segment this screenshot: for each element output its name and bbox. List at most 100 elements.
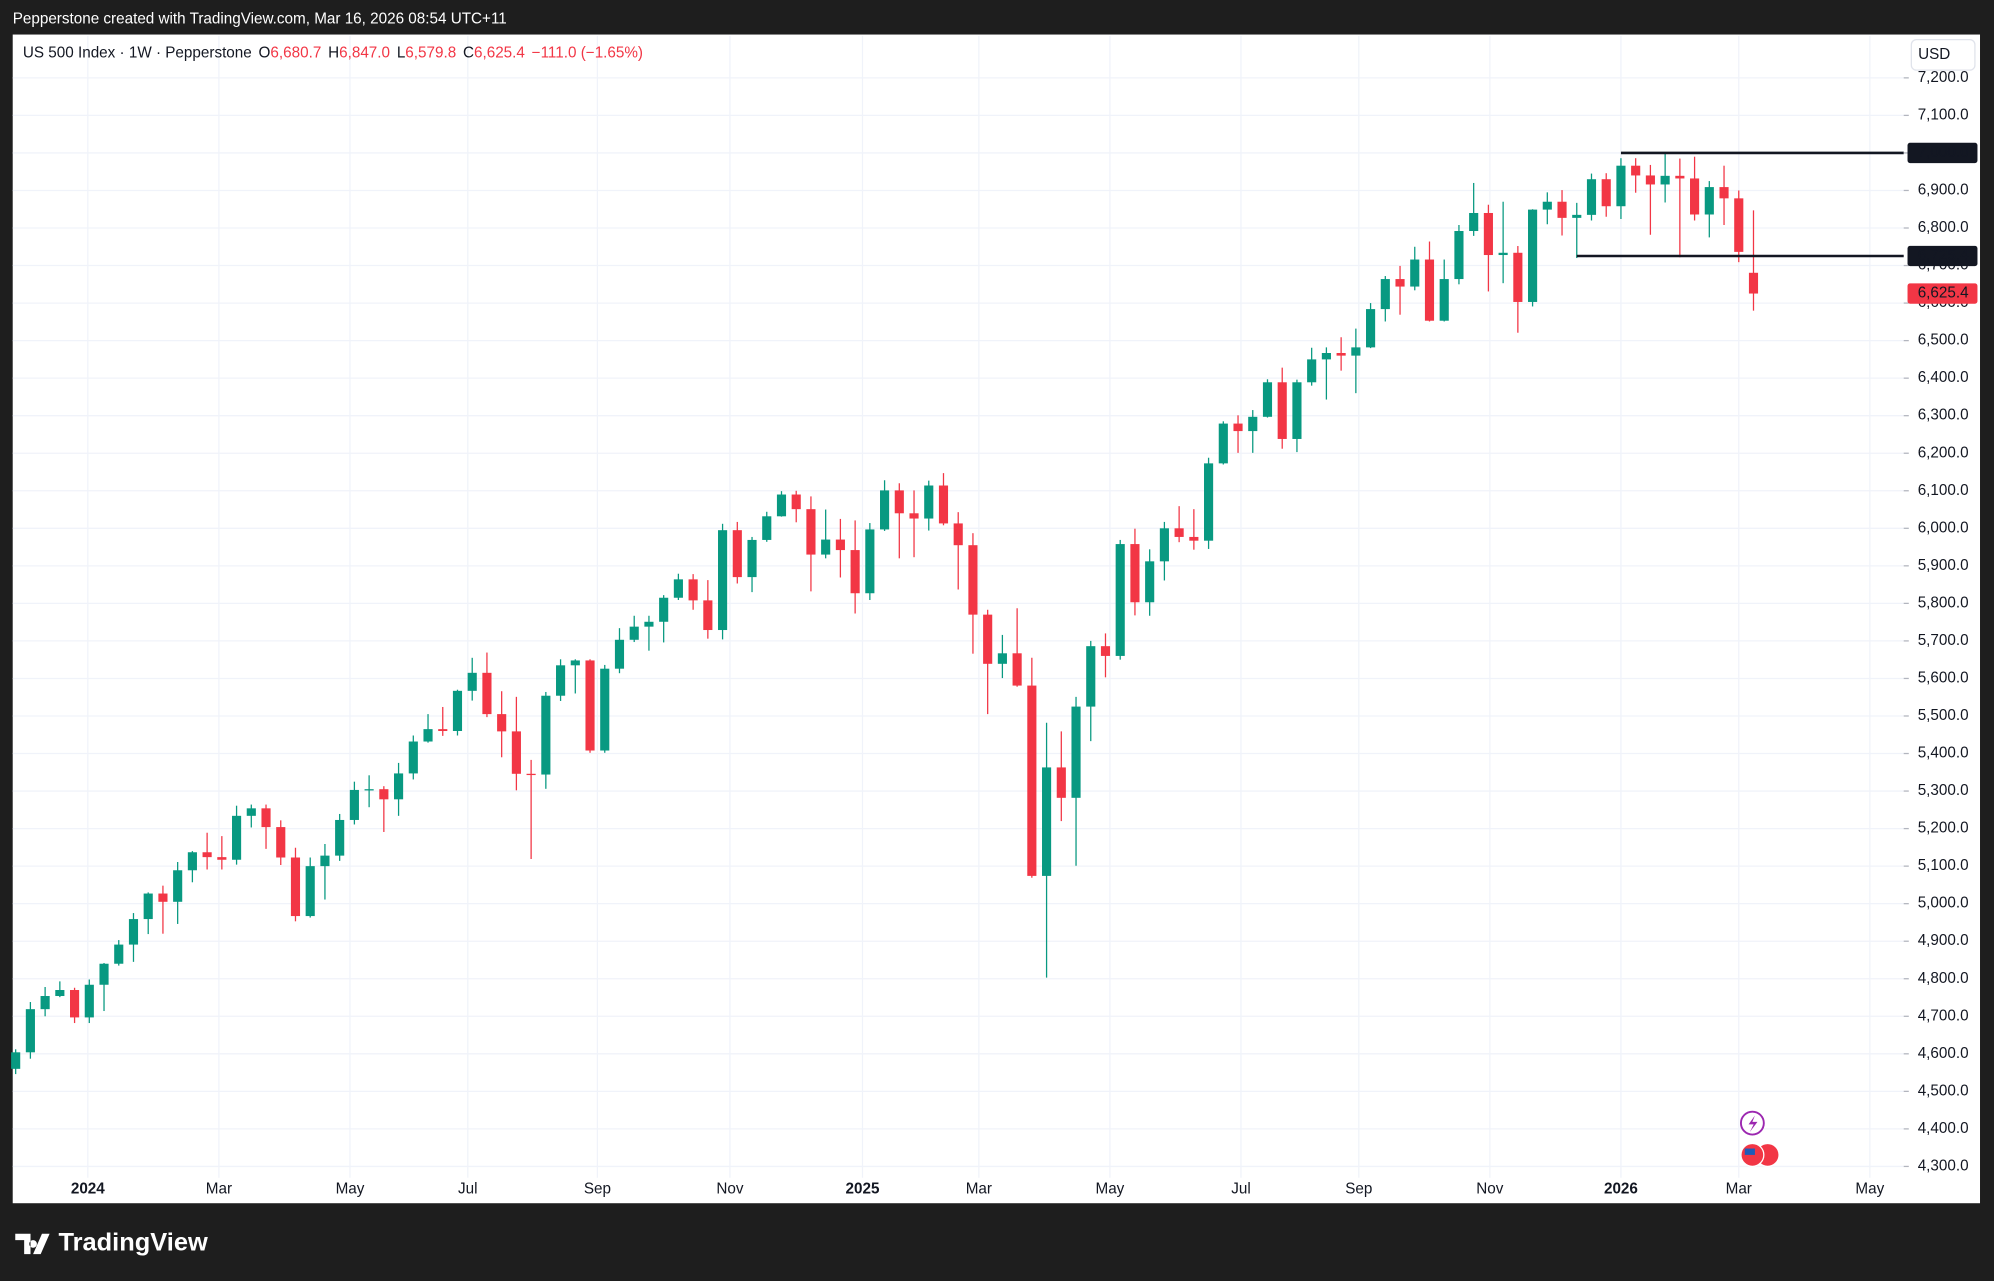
y-tick-label: 5,200.0 (1918, 820, 1969, 837)
y-tick-label: 4,400.0 (1918, 1120, 1969, 1137)
candle-body (570, 660, 580, 666)
candle-body (938, 485, 949, 524)
candle-body (821, 539, 831, 555)
candle-body (379, 789, 389, 800)
candle-body (1027, 685, 1037, 876)
candle-body (217, 857, 227, 860)
candle-body (84, 984, 94, 1018)
y-tick-label: 6,500.0 (1918, 332, 1969, 349)
candle-body (894, 490, 904, 514)
candle-body (305, 866, 315, 917)
close-label: C (463, 45, 474, 62)
y-tick-label: 5,300.0 (1918, 782, 1969, 799)
candle-body (364, 789, 374, 791)
lightning (1748, 1115, 1758, 1133)
candle-body (1631, 165, 1641, 176)
candle-body (394, 773, 404, 800)
y-tick-label: 5,000.0 (1918, 895, 1969, 912)
candle-body (997, 653, 1007, 664)
open-value: 6,680.7 (270, 45, 321, 62)
candle-body (924, 485, 934, 519)
candle-body (659, 597, 669, 622)
candle-body (290, 857, 301, 917)
candle-body (1424, 259, 1435, 321)
candle-body (541, 695, 551, 775)
y-tick-label: 4,800.0 (1918, 970, 1969, 987)
y-tick-label: 5,600.0 (1918, 669, 1969, 686)
candle-body (349, 789, 359, 820)
candle-body (438, 729, 448, 732)
x-tick-label: May (1855, 1180, 1884, 1197)
y-tick-label: 6,100.0 (1918, 482, 1969, 499)
candle-body (1100, 646, 1111, 656)
y-tick-label: 5,500.0 (1918, 707, 1969, 724)
y-tick-label: 7,100.0 (1918, 106, 1969, 123)
x-tick-label: Nov (1476, 1180, 1503, 1197)
candle-body (1292, 382, 1302, 439)
candle-body (1321, 353, 1331, 360)
candle-body (644, 621, 654, 627)
candle-body (1483, 212, 1493, 256)
candle-body (1469, 212, 1479, 232)
candle-body (1498, 252, 1508, 256)
candle-body (1395, 279, 1405, 287)
logo: TradingView (15, 1229, 208, 1257)
candle-body (1454, 231, 1464, 280)
candle-body (1748, 272, 1759, 294)
candle-body (1675, 175, 1685, 179)
y-tick-label: 5,700.0 (1918, 632, 1969, 649)
candle-body (423, 729, 433, 742)
candle-body (1262, 382, 1273, 417)
candle-body (835, 539, 845, 551)
candle-body (1159, 528, 1169, 562)
x-tick-label: Sep (584, 1180, 611, 1197)
candle-body (1660, 175, 1670, 185)
candle-body (1528, 209, 1538, 302)
candle-body (776, 494, 787, 517)
candle-body (497, 714, 507, 732)
change: −111.0 (−1.65%) (532, 45, 643, 62)
x-tick-label: Sep (1345, 1180, 1372, 1197)
candle-body (1719, 187, 1729, 199)
candle-body (1616, 165, 1626, 207)
candle-body (1042, 767, 1052, 876)
last-price-box (1907, 283, 1978, 304)
candle-body (202, 852, 212, 858)
currency-button[interactable] (1910, 38, 1976, 71)
candle-body (1690, 178, 1700, 215)
axes: 4,300.0 4,400.0 4,500.0 4,600.0 4,700.0 4,800… (71, 69, 1978, 1197)
candle-body (1071, 706, 1081, 798)
x-tick-label: Nov (716, 1180, 743, 1197)
y-tick-label: 5,100.0 (1918, 857, 1969, 874)
candle-body (1586, 179, 1597, 215)
y-tick-label: 4,700.0 (1918, 1007, 1969, 1024)
candle-body (585, 660, 595, 751)
candle-body (953, 523, 963, 546)
candle-body (614, 639, 625, 669)
candle-body (1204, 463, 1214, 541)
candle-body (1704, 187, 1714, 215)
flag (1744, 1148, 1755, 1155)
candle-body (732, 530, 742, 578)
y-tick-label: 6,400.0 (1918, 369, 1969, 386)
candle-body (143, 893, 153, 920)
currency[interactable]: USD (1918, 46, 1950, 63)
y-tick-label: 6,200.0 (1918, 444, 1969, 461)
candle-body (1645, 175, 1655, 185)
candle-body (25, 1009, 35, 1053)
candle-body (1439, 279, 1449, 321)
y-tick-label: 6,000.0 (1918, 519, 1969, 536)
low-value: 6,579.8 (405, 45, 456, 62)
close-value: 6,625.4 (474, 45, 525, 62)
candle-body (408, 741, 418, 774)
candle-body (128, 919, 139, 945)
watermark-title: Pepperstone created with TradingView.com… (13, 10, 507, 27)
candle-body (850, 550, 860, 594)
y-tick-label: 5,800.0 (1918, 594, 1969, 611)
candle-body (482, 672, 492, 715)
y-tick-label: 5,900.0 (1918, 557, 1969, 574)
candle-body (1513, 252, 1523, 302)
candle-body (1115, 544, 1125, 656)
